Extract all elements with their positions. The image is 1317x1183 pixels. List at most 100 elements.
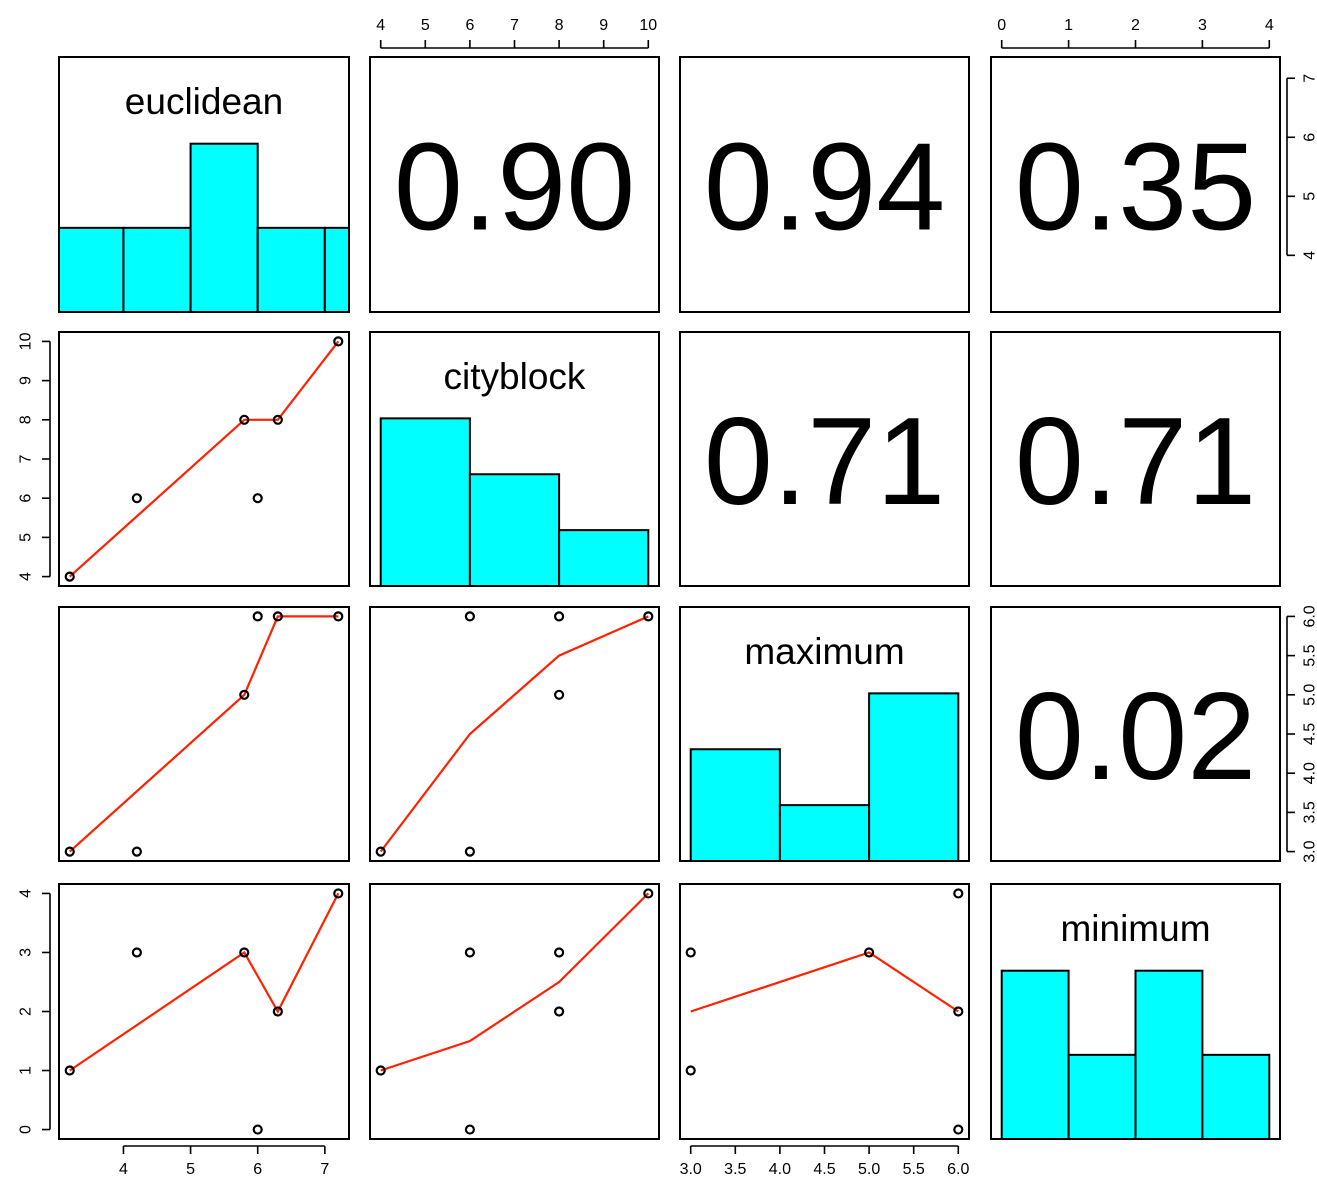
tick-label-bottom-maximum-2: 4.0 xyxy=(769,1161,791,1178)
hist-bar-maximum-1 xyxy=(780,805,869,861)
tick-label-right-maximum-0: 3.0 xyxy=(1302,840,1317,862)
corr-value-euclidean-minimum: 0.35 xyxy=(1015,119,1256,257)
tick-label-top-cityblock-3: 7 xyxy=(510,17,519,34)
hist-bar-euclidean-1 xyxy=(123,228,190,312)
tick-label-bottom-euclidean-2: 6 xyxy=(253,1161,262,1178)
point-minimum-cityblock-2 xyxy=(555,948,563,956)
tick-label-top-minimum-4: 4 xyxy=(1265,17,1274,34)
point-minimum-euclidean-3 xyxy=(254,1126,262,1134)
panel-frame-3-2 xyxy=(680,884,969,1139)
tick-label-left-cityblock-2: 6 xyxy=(18,494,35,503)
tick-label-bottom-maximum-1: 3.5 xyxy=(724,1161,746,1178)
tick-label-left-cityblock-4: 8 xyxy=(18,415,35,424)
tick-label-left-minimum-0: 0 xyxy=(18,1125,35,1134)
tick-label-bottom-maximum-6: 6.0 xyxy=(947,1161,969,1178)
hist-bar-cityblock-0 xyxy=(381,418,470,586)
tick-label-right-euclidean-2: 6 xyxy=(1302,133,1317,142)
point-maximum-euclidean-3 xyxy=(254,612,262,620)
point-maximum-cityblock-4 xyxy=(555,612,563,620)
diag-label-euclidean: euclidean xyxy=(125,81,283,122)
tick-label-left-minimum-3: 3 xyxy=(18,948,35,957)
tick-label-left-minimum-2: 2 xyxy=(18,1007,35,1016)
point-minimum-cityblock-3 xyxy=(466,1126,474,1134)
panel-frame-2-1 xyxy=(370,607,659,861)
tick-label-left-cityblock-5: 9 xyxy=(18,376,35,385)
tick-label-top-cityblock-5: 9 xyxy=(599,17,608,34)
point-minimum-cityblock-1 xyxy=(466,948,474,956)
tick-label-top-cityblock-4: 8 xyxy=(555,17,564,34)
tick-label-right-maximum-5: 5.5 xyxy=(1302,644,1317,666)
tick-label-left-cityblock-3: 7 xyxy=(18,454,35,463)
tick-label-right-euclidean-3: 7 xyxy=(1302,74,1317,83)
point-minimum-maximum-0 xyxy=(687,1067,695,1075)
tick-label-top-minimum-1: 1 xyxy=(1064,17,1073,34)
corr-value-maximum-minimum: 0.02 xyxy=(1015,668,1256,806)
tick-label-right-maximum-6: 6.0 xyxy=(1302,605,1317,627)
tick-label-left-cityblock-0: 4 xyxy=(18,572,35,581)
tick-label-bottom-euclidean-3: 7 xyxy=(320,1161,329,1178)
tick-label-top-minimum-3: 3 xyxy=(1198,17,1207,34)
hist-bar-euclidean-4 xyxy=(325,228,349,312)
corr-value-euclidean-maximum: 0.94 xyxy=(704,119,945,257)
tick-label-bottom-maximum-5: 5.5 xyxy=(903,1161,925,1178)
tick-label-bottom-maximum-4: 5.0 xyxy=(858,1161,880,1178)
diag-label-minimum: minimum xyxy=(1060,908,1210,949)
tick-label-right-maximum-2: 4.0 xyxy=(1302,762,1317,784)
point-maximum-cityblock-1 xyxy=(466,848,474,856)
tick-label-bottom-euclidean-1: 5 xyxy=(186,1161,195,1178)
tick-label-left-minimum-1: 1 xyxy=(18,1066,35,1075)
panel-frame-3-0 xyxy=(59,884,349,1139)
hist-bar-cityblock-1 xyxy=(470,474,559,586)
hist-bar-minimum-0 xyxy=(1002,971,1069,1139)
tick-label-top-minimum-2: 2 xyxy=(1131,17,1140,34)
point-maximum-euclidean-1 xyxy=(133,848,141,856)
point-minimum-cityblock-4 xyxy=(555,1008,563,1016)
point-minimum-maximum-1 xyxy=(687,948,695,956)
tick-label-top-cityblock-2: 6 xyxy=(465,17,474,34)
tick-label-top-minimum-0: 0 xyxy=(997,17,1006,34)
tick-label-bottom-maximum-0: 3.0 xyxy=(680,1161,702,1178)
tick-label-left-cityblock-6: 10 xyxy=(18,332,35,350)
tick-label-right-maximum-3: 4.5 xyxy=(1302,723,1317,745)
tick-label-left-minimum-4: 4 xyxy=(18,889,35,898)
tick-label-right-maximum-4: 5.0 xyxy=(1302,684,1317,706)
hist-bar-euclidean-2 xyxy=(191,144,258,312)
hist-bar-maximum-2 xyxy=(869,693,958,861)
point-minimum-maximum-3 xyxy=(954,1126,962,1134)
smooth-line-minimum-maximum xyxy=(691,953,959,1012)
tick-label-bottom-maximum-3: 4.5 xyxy=(813,1161,835,1178)
diag-label-cityblock: cityblock xyxy=(444,356,586,397)
tick-label-right-euclidean-1: 5 xyxy=(1302,192,1317,201)
point-minimum-euclidean-1 xyxy=(133,948,141,956)
tick-label-right-maximum-1: 3.5 xyxy=(1302,801,1317,823)
hist-bar-maximum-0 xyxy=(691,749,780,861)
point-maximum-cityblock-3 xyxy=(466,612,474,620)
corr-value-cityblock-minimum: 0.71 xyxy=(1015,393,1256,531)
smooth-line-minimum-euclidean xyxy=(70,893,339,1070)
corr-value-cityblock-maximum: 0.71 xyxy=(704,393,945,531)
point-minimum-maximum-5 xyxy=(954,889,962,897)
hist-bar-euclidean-0 xyxy=(59,228,123,312)
tick-label-bottom-euclidean-0: 4 xyxy=(119,1161,128,1178)
tick-label-top-cityblock-1: 5 xyxy=(421,17,430,34)
hist-bar-minimum-2 xyxy=(1136,971,1203,1139)
diag-label-maximum: maximum xyxy=(744,631,904,672)
corr-value-euclidean-cityblock: 0.90 xyxy=(394,119,635,257)
smooth-line-maximum-euclidean xyxy=(70,616,339,851)
hist-bar-minimum-3 xyxy=(1202,1055,1269,1139)
point-cityblock-euclidean-1 xyxy=(133,494,141,502)
tick-label-right-euclidean-0: 4 xyxy=(1302,251,1317,260)
smooth-line-cityblock-euclidean xyxy=(70,341,339,576)
hist-bar-euclidean-3 xyxy=(258,228,325,312)
smooth-line-minimum-cityblock xyxy=(381,893,649,1070)
tick-label-left-cityblock-1: 5 xyxy=(18,533,35,542)
point-maximum-cityblock-2 xyxy=(555,691,563,699)
tick-label-top-cityblock-0: 4 xyxy=(376,17,385,34)
hist-bar-cityblock-2 xyxy=(559,530,648,586)
point-cityblock-euclidean-3 xyxy=(254,494,262,502)
hist-bar-minimum-1 xyxy=(1069,1055,1136,1139)
smooth-line-maximum-cityblock xyxy=(381,616,649,851)
tick-label-top-cityblock-6: 10 xyxy=(639,17,657,34)
